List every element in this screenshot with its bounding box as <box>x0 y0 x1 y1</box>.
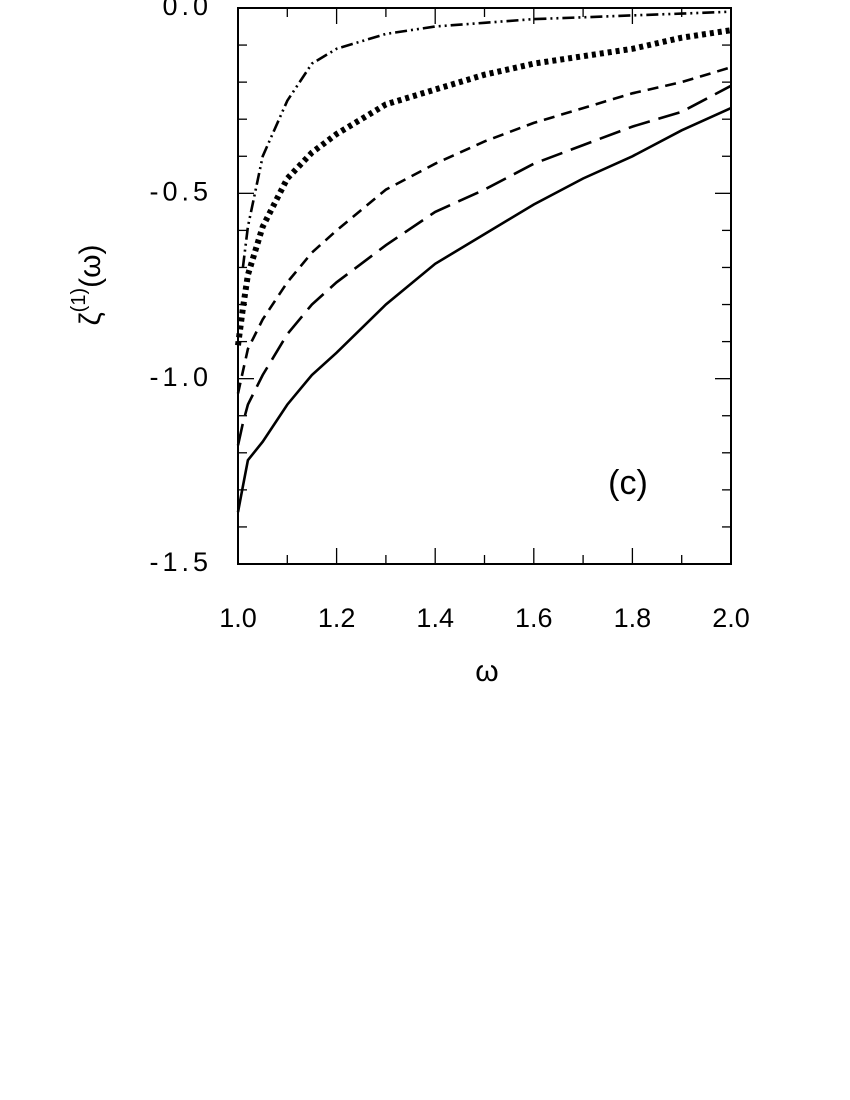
series-line <box>236 66 732 394</box>
x-tick-label: 1.8 <box>614 603 652 633</box>
series-line <box>241 10 732 268</box>
x-tick-label: 1.0 <box>219 603 257 633</box>
y-tick-label: -0.5 <box>149 176 212 206</box>
y-label-sup: (1) <box>68 288 90 312</box>
y-axis-label: ζ(1)(ω) <box>68 244 107 325</box>
x-tick-label: 1.6 <box>515 603 553 633</box>
x-tick-label: 2.0 <box>712 603 750 633</box>
plot-frame <box>237 7 732 565</box>
series-line <box>235 27 732 346</box>
series-line <box>236 106 732 513</box>
x-axis-label: ω <box>475 655 498 688</box>
y-tick-label: -1.0 <box>149 362 212 392</box>
x-tick-label: 1.2 <box>318 603 356 633</box>
series-line <box>236 84 732 446</box>
y-label-rest: (ω) <box>74 244 107 287</box>
x-tick-label: 1.4 <box>416 603 454 633</box>
y-label-base: ζ <box>74 312 107 325</box>
y-tick-label: -1.5 <box>149 547 212 577</box>
panel-label: (c) <box>608 464 648 502</box>
y-tick-label: 0.0 <box>162 0 212 21</box>
